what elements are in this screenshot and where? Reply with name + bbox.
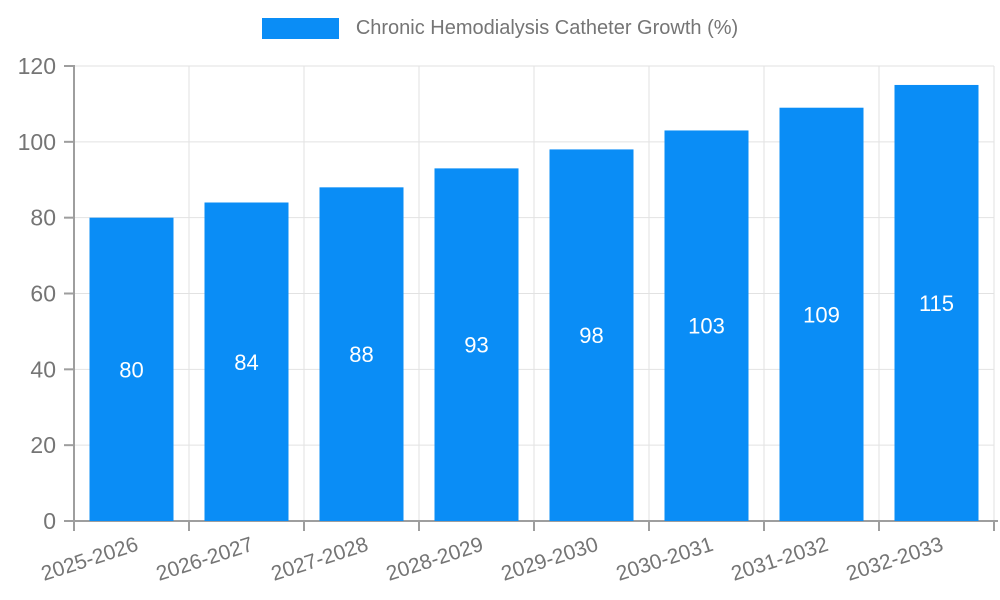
x-tick-label: 2029-2030	[498, 533, 601, 586]
bar-value-label: 80	[119, 357, 143, 382]
bar-value-label: 84	[234, 350, 258, 375]
bar[interactable]	[204, 202, 289, 522]
bar[interactable]	[779, 107, 864, 521]
y-tick-label: 0	[43, 508, 56, 534]
chart-legend[interactable]: Chronic Hemodialysis Catheter Growth (%)	[0, 17, 1000, 40]
bar[interactable]	[664, 130, 749, 522]
x-tick-label: 2032-2033	[843, 533, 946, 586]
y-tick-label: 100	[18, 129, 56, 155]
y-tick-label: 120	[18, 53, 56, 79]
legend-swatch[interactable]	[261, 18, 339, 39]
y-tick-label: 20	[30, 432, 56, 458]
y-tick-label: 80	[30, 205, 56, 231]
x-tick-label: 2028-2029	[383, 533, 486, 586]
bar-value-label: 98	[579, 323, 603, 348]
bar[interactable]	[434, 168, 519, 521]
bar[interactable]	[319, 187, 404, 522]
bar[interactable]	[89, 217, 174, 521]
bar-value-label: 103	[688, 314, 725, 339]
bar-value-label: 93	[464, 333, 488, 358]
y-tick-label: 60	[30, 281, 56, 307]
x-tick-label: 2026-2027	[153, 533, 256, 586]
legend-label: Chronic Hemodialysis Catheter Growth (%)	[355, 17, 739, 39]
y-tick-label: 40	[30, 356, 56, 382]
bar-value-label: 115	[919, 291, 954, 316]
bar[interactable]	[894, 84, 979, 521]
bar[interactable]	[549, 149, 634, 521]
x-tick-label: 2030-2031	[613, 533, 716, 586]
bar-value-label: 109	[803, 302, 840, 327]
x-tick-label: 2031-2032	[728, 533, 831, 586]
x-tick-label: 2025-2026	[38, 533, 141, 586]
x-tick-label: 2027-2028	[268, 533, 371, 586]
bar-value-label: 88	[349, 342, 373, 367]
